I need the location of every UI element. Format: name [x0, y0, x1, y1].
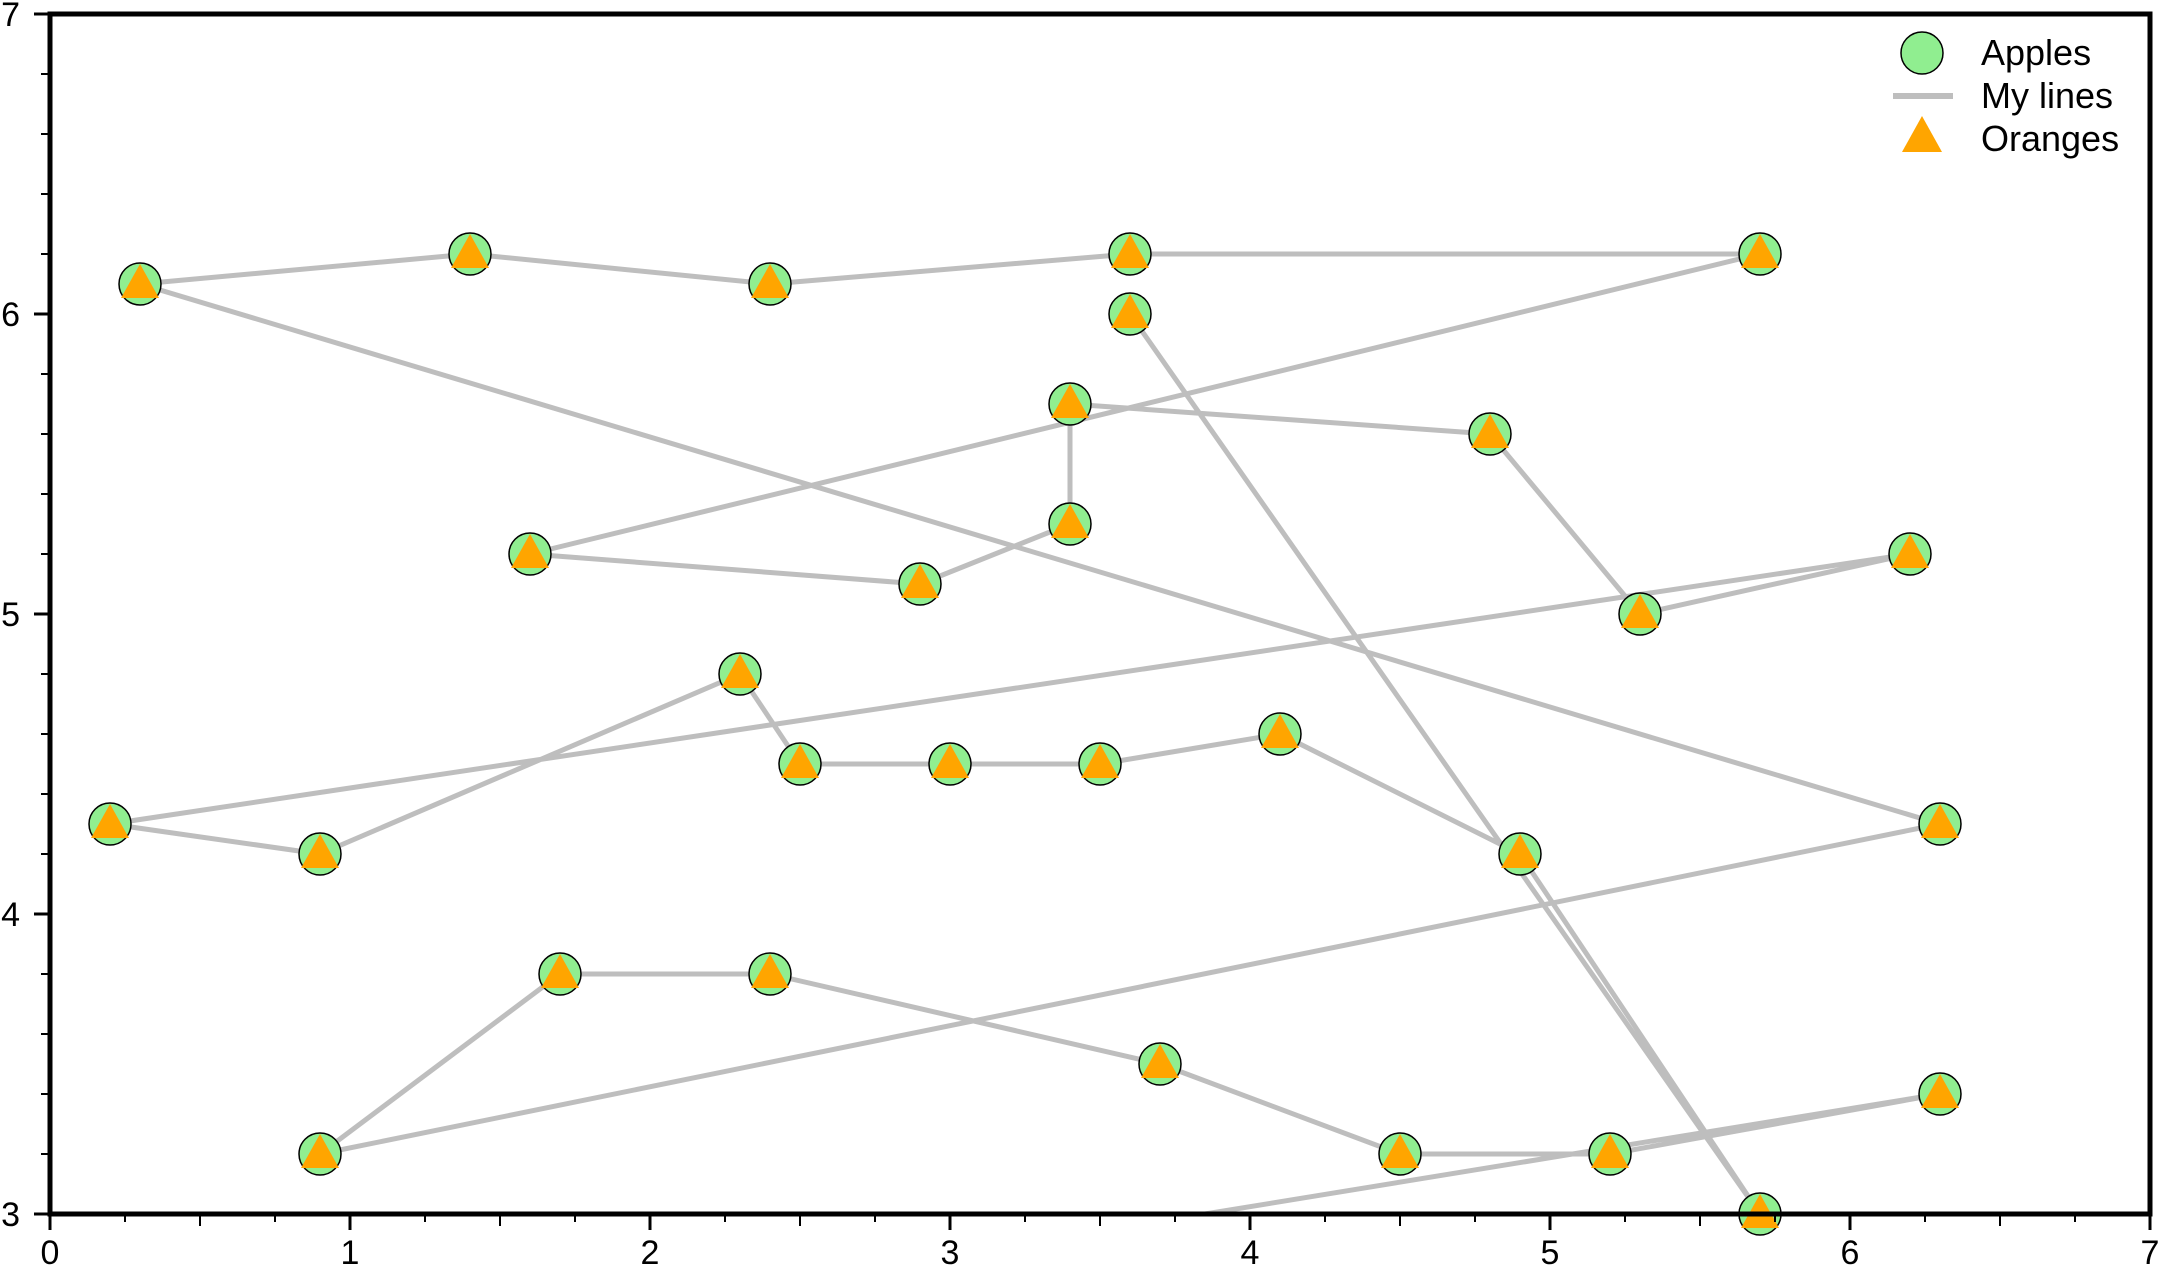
- plot-frame: [47, 11, 2153, 1217]
- x-tick-label: 6: [1841, 1234, 1860, 1271]
- orange-point: [1051, 384, 1089, 418]
- x-tick-label: 3: [941, 1234, 960, 1271]
- y-tick-label: 5: [1, 596, 20, 634]
- legend-oranges-label: Oranges: [1981, 118, 2119, 159]
- orange-point: [1141, 1044, 1179, 1078]
- orange-point: [91, 804, 129, 838]
- orange-point: [1891, 534, 1929, 568]
- orange-point: [1741, 234, 1779, 268]
- orange-point: [751, 264, 789, 298]
- orange-point: [451, 234, 489, 268]
- series-line: [107, 251, 1943, 1214]
- x-tick-label: 1: [341, 1234, 360, 1271]
- orange-point: [781, 744, 819, 778]
- orange-point: [1051, 504, 1089, 538]
- orange-point: [1501, 834, 1539, 868]
- apples-layer: [88, 232, 1962, 1236]
- orange-point: [931, 744, 969, 778]
- x-tick-label: 7: [2141, 1234, 2159, 1271]
- lines-layer: [107, 251, 1943, 1214]
- orange-point: [511, 534, 549, 568]
- orange-point: [1741, 1194, 1779, 1228]
- y-tick-label: 7: [1, 0, 20, 34]
- orange-point: [301, 1134, 339, 1168]
- orange-point: [1921, 1074, 1959, 1108]
- orange-point: [721, 654, 759, 688]
- legend-apples-label: Apples: [1981, 32, 2091, 73]
- legend-lines-label: My lines: [1981, 75, 2113, 116]
- x-tick-label: 0: [41, 1234, 60, 1271]
- orange-point: [751, 954, 789, 988]
- oranges-layer: [91, 234, 1959, 1228]
- orange-point: [301, 834, 339, 868]
- orange-point: [1111, 294, 1149, 328]
- x-tick-label: 4: [1241, 1234, 1260, 1271]
- legend-oranges-marker: [1902, 116, 1942, 152]
- orange-point: [1621, 594, 1659, 628]
- orange-point: [1261, 714, 1299, 748]
- orange-point: [1471, 414, 1509, 448]
- orange-point: [1111, 234, 1149, 268]
- x-tick-label: 2: [641, 1234, 660, 1271]
- legend-apples-marker: [1900, 31, 1944, 75]
- y-tick-label: 3: [1, 1196, 20, 1234]
- legend: Apples My lines Oranges: [1893, 31, 2119, 159]
- orange-point: [1591, 1134, 1629, 1168]
- x-tick-label: 5: [1541, 1234, 1560, 1271]
- orange-point: [901, 564, 939, 598]
- orange-point: [1921, 804, 1959, 838]
- orange-point: [1081, 744, 1119, 778]
- orange-point: [541, 954, 579, 988]
- orange-point: [121, 264, 159, 298]
- y-tick-label: 6: [1, 296, 20, 334]
- y-tick-label: 4: [1, 896, 20, 934]
- orange-point: [1381, 1134, 1419, 1168]
